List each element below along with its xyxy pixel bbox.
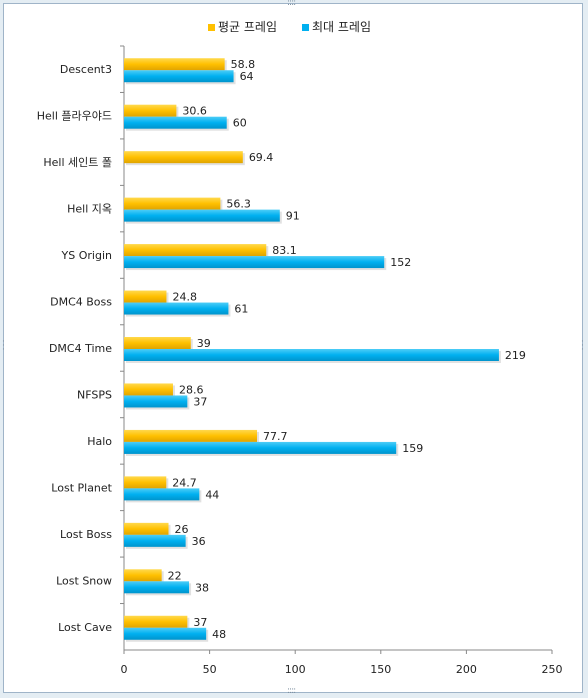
data-label-0-4: 83.1 xyxy=(272,244,297,257)
bar-1-0 xyxy=(124,70,234,83)
data-label-1-5: 61 xyxy=(234,303,248,316)
axes: 0 50 100 150 200 250 Descent3 Hell 플라우야드 Hell 세인… xyxy=(37,45,563,676)
data-label-1-9: 44 xyxy=(205,488,219,501)
category-label-12: Lost Cave xyxy=(58,621,112,634)
data-label-0-6: 39 xyxy=(197,337,211,350)
x-tick-label-5: 250 xyxy=(542,663,563,676)
data-label-0-5: 24.8 xyxy=(172,291,197,304)
bar-0-6 xyxy=(124,337,191,349)
x-tick-label-0: 0 xyxy=(121,663,128,676)
data-label-0-9: 24.7 xyxy=(172,476,197,489)
category-label-0: Descent3 xyxy=(60,63,112,76)
bar-1-12 xyxy=(124,627,207,640)
x-tick-label-3: 150 xyxy=(370,663,391,676)
x-tick-label-2: 100 xyxy=(285,663,306,676)
bar-1-11 xyxy=(124,581,190,594)
data-label-0-11: 22 xyxy=(168,569,182,582)
category-label-7: NFSPS xyxy=(77,388,112,401)
category-label-2: Hell 세인트 폴 xyxy=(43,156,112,169)
data-label-1-1: 60 xyxy=(233,117,247,130)
category-label-4: YS Origin xyxy=(61,249,112,262)
x-tick-label-1: 50 xyxy=(203,663,217,676)
data-label-1-10: 36 xyxy=(192,535,206,548)
data-label-0-10: 26 xyxy=(175,523,189,536)
bar-1-5 xyxy=(124,302,229,315)
bar-1-6 xyxy=(124,349,499,361)
data-label-1-11: 38 xyxy=(195,581,209,594)
bar-1-4 xyxy=(124,256,385,269)
resize-handle-left[interactable]: · · · xyxy=(2,337,5,355)
bars: 58.864 30.6 60 69.4 56.3 91 83.1 152 24.8 61 39 219… xyxy=(124,58,526,642)
category-label-1: Hell 플라우야드 xyxy=(37,110,112,123)
resize-handle-bottom[interactable]: :::: xyxy=(287,686,296,696)
resize-handle-right[interactable]: · · · xyxy=(581,337,584,355)
bar-1-7 xyxy=(124,395,188,408)
bar-0-10 xyxy=(124,522,169,535)
bar-0-12 xyxy=(124,615,188,628)
bar-0-9 xyxy=(124,476,167,489)
data-label-0-2: 69.4 xyxy=(249,151,274,164)
data-label-1-6: 219 xyxy=(505,349,526,362)
bar-0-0 xyxy=(124,58,225,71)
resize-handle-top[interactable]: :::: xyxy=(287,0,296,8)
data-label-1-12: 48 xyxy=(212,628,226,641)
data-label-0-7: 28.6 xyxy=(179,383,204,396)
data-label-1-0: 64 xyxy=(240,70,254,83)
legend-label-1: 최대 프레임 xyxy=(312,20,371,34)
data-label-1-4: 152 xyxy=(390,256,411,269)
bar-0-8 xyxy=(124,429,258,442)
x-tick-label-4: 200 xyxy=(456,663,477,676)
data-label-0-12: 37 xyxy=(193,616,207,629)
bar-1-3 xyxy=(124,209,280,222)
legend-swatch-0 xyxy=(208,24,215,31)
bar-1-10 xyxy=(124,534,186,547)
category-label-8: Halo xyxy=(87,435,112,448)
bar-1-9 xyxy=(124,488,200,501)
data-label-0-1: 30.6 xyxy=(182,105,207,118)
bar-0-11 xyxy=(124,569,162,582)
legend: 평균 프레임 최대 프레임 xyxy=(208,20,371,34)
bar-0-5 xyxy=(124,290,167,303)
category-label-3: Hell 지옥 xyxy=(67,203,112,216)
data-label-1-3: 91 xyxy=(286,210,300,223)
bar-1-8 xyxy=(124,441,397,454)
legend-swatch-1 xyxy=(302,24,309,31)
legend-label-0: 평균 프레임 xyxy=(218,20,277,34)
category-label-11: Lost Snow xyxy=(56,574,112,587)
data-label-0-0: 58.8 xyxy=(231,58,256,71)
bar-0-4 xyxy=(124,244,267,257)
bar-1-1 xyxy=(124,116,227,129)
bar-0-2 xyxy=(124,151,243,164)
data-label-0-8: 77.7 xyxy=(263,430,288,443)
category-label-6: DMC4 Time xyxy=(49,342,112,355)
category-label-9: Lost Planet xyxy=(51,481,112,494)
data-label-1-7: 37 xyxy=(193,395,207,408)
bar-0-7 xyxy=(124,383,173,396)
bar-0-1 xyxy=(124,104,177,117)
category-label-5: DMC4 Boss xyxy=(50,296,112,309)
data-label-1-8: 159 xyxy=(402,442,423,455)
data-label-0-3: 56.3 xyxy=(226,198,251,211)
bar-0-3 xyxy=(124,197,221,210)
category-label-10: Lost Boss xyxy=(60,528,112,541)
